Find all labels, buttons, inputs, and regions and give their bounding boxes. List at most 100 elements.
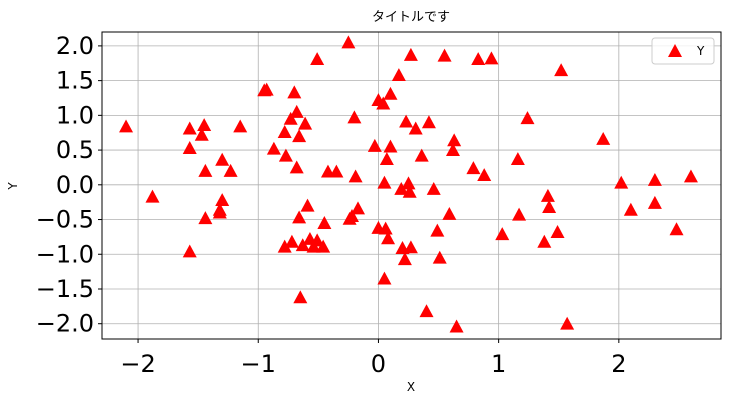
data-point bbox=[394, 181, 409, 195]
data-point bbox=[471, 52, 486, 66]
x-axis-ticks: −2 −1 0 1 2 bbox=[120, 339, 626, 378]
data-point bbox=[317, 216, 332, 229]
x-axis-label: X bbox=[407, 380, 415, 394]
data-point bbox=[647, 172, 662, 186]
data-point bbox=[277, 125, 292, 138]
data-point bbox=[403, 240, 418, 254]
data-point bbox=[198, 211, 213, 225]
data-point bbox=[381, 231, 396, 245]
y-tick-label: 2.0 bbox=[56, 32, 94, 60]
legend-label: Y bbox=[696, 44, 705, 58]
plot-frame bbox=[101, 31, 722, 340]
data-point bbox=[477, 168, 492, 182]
data-point bbox=[683, 169, 698, 183]
data-point bbox=[182, 121, 197, 135]
data-point bbox=[119, 119, 134, 133]
data-point bbox=[345, 209, 360, 223]
data-point bbox=[182, 140, 197, 154]
y-tick-label: −1.0 bbox=[36, 240, 94, 268]
data-point bbox=[277, 239, 292, 253]
data-point bbox=[215, 152, 230, 166]
y-tick-label: 0.0 bbox=[56, 171, 94, 199]
data-point bbox=[212, 205, 227, 219]
data-point bbox=[402, 184, 417, 198]
data-point bbox=[376, 96, 391, 110]
data-point bbox=[403, 47, 418, 61]
legend: Y bbox=[651, 37, 715, 65]
data-point bbox=[614, 175, 629, 189]
data-point bbox=[197, 118, 212, 132]
data-point bbox=[379, 152, 394, 166]
data-point bbox=[408, 121, 423, 135]
y-tick-label: 1.5 bbox=[56, 67, 94, 95]
data-point bbox=[289, 160, 304, 174]
data-point bbox=[194, 127, 209, 141]
legend-box bbox=[651, 37, 715, 65]
y-tick-label: 1.0 bbox=[56, 101, 94, 129]
data-point bbox=[347, 110, 362, 124]
chart-title: タイトルです bbox=[372, 10, 450, 25]
data-point bbox=[445, 143, 460, 157]
y-tick-label: 0.5 bbox=[56, 136, 94, 164]
data-point bbox=[266, 141, 281, 155]
data-point bbox=[421, 115, 436, 129]
data-point bbox=[310, 233, 325, 247]
data-point bbox=[310, 52, 325, 66]
data-point bbox=[287, 85, 302, 99]
data-point bbox=[377, 271, 392, 285]
data-point bbox=[259, 82, 274, 96]
data-point bbox=[432, 250, 447, 264]
data-point bbox=[293, 290, 308, 304]
data-point bbox=[215, 193, 230, 207]
data-point bbox=[399, 114, 414, 128]
y-tick-label: −0.5 bbox=[36, 206, 94, 234]
data-point bbox=[437, 48, 452, 62]
data-point bbox=[377, 175, 392, 189]
x-tick-label: 0 bbox=[371, 350, 386, 378]
data-point bbox=[383, 139, 398, 153]
data-point bbox=[182, 244, 197, 258]
data-point bbox=[647, 195, 662, 209]
data-point bbox=[596, 131, 611, 145]
data-point bbox=[316, 239, 331, 253]
data-point bbox=[295, 238, 310, 252]
data-point bbox=[430, 223, 445, 237]
data-point bbox=[284, 234, 299, 248]
data-point bbox=[510, 152, 525, 166]
data-point bbox=[283, 111, 298, 125]
x-tick-label: −2 bbox=[120, 350, 155, 378]
data-point bbox=[401, 176, 416, 190]
data-point bbox=[484, 51, 499, 65]
y-axis-ticks: 2.0 1.5 1.0 0.5 0.0 −0.5 −1.0 −1.5 −2.0 bbox=[36, 32, 102, 338]
data-point bbox=[397, 252, 412, 266]
data-point bbox=[520, 111, 535, 125]
data-point bbox=[278, 148, 293, 162]
y-tick-label: −2.0 bbox=[36, 310, 94, 338]
data-point bbox=[447, 133, 462, 147]
data-point bbox=[348, 169, 363, 183]
data-point bbox=[378, 221, 393, 235]
data-point bbox=[426, 181, 441, 195]
data-point bbox=[223, 163, 238, 177]
data-point bbox=[233, 119, 248, 133]
data-point bbox=[292, 210, 307, 224]
data-point bbox=[537, 234, 552, 248]
data-points bbox=[119, 35, 698, 333]
data-point bbox=[466, 161, 481, 175]
data-point bbox=[414, 148, 429, 162]
data-point bbox=[623, 202, 638, 216]
data-point bbox=[550, 225, 565, 238]
y-axis-label: Y bbox=[6, 182, 20, 191]
data-point bbox=[495, 227, 510, 241]
legend-marker-triangle bbox=[668, 44, 682, 57]
data-point bbox=[289, 104, 304, 118]
data-point bbox=[542, 200, 557, 213]
x-tick-label: 1 bbox=[491, 350, 506, 378]
data-point bbox=[560, 316, 575, 330]
data-point bbox=[341, 35, 356, 49]
data-point bbox=[300, 198, 315, 212]
x-tick-label: 2 bbox=[611, 350, 626, 378]
data-point bbox=[669, 222, 684, 236]
data-point bbox=[367, 138, 382, 152]
